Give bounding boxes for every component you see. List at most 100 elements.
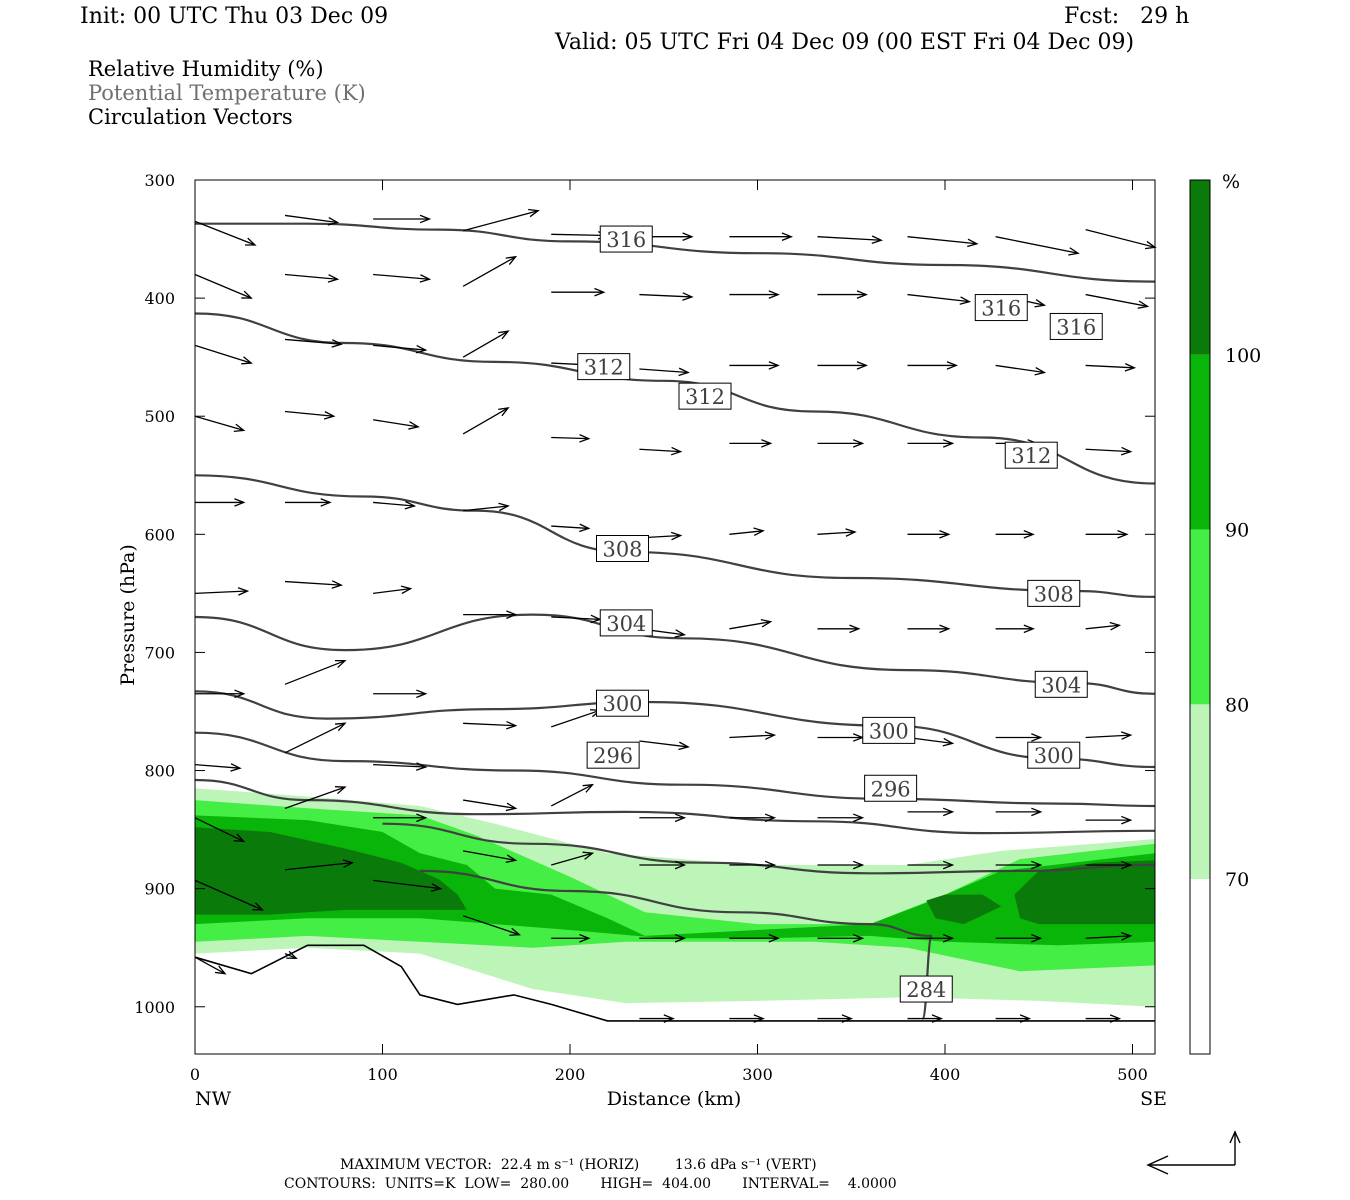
circulation-vector [373, 419, 420, 430]
vector-head [845, 528, 857, 537]
reference-vector-icon [1146, 1130, 1241, 1175]
y-axis-label: Pressure (hPa) [117, 544, 139, 686]
y-tick-label: 400 [144, 289, 175, 308]
y-tick-label: 900 [144, 880, 175, 899]
theta-contour-292 [194, 778, 1156, 835]
rh-region-3 [195, 827, 467, 915]
contour-label-300-2: 300 [1034, 744, 1074, 768]
circulation-vector [817, 528, 857, 537]
vector-head [764, 731, 777, 740]
contour-label-box-284-0 [899, 975, 953, 1003]
vector-shaft [284, 273, 338, 280]
vector-head [241, 356, 253, 365]
circulation-vector [284, 786, 347, 809]
circulation-vector [551, 709, 602, 728]
vector-shaft [729, 734, 775, 739]
vector-head [415, 762, 428, 771]
rh-region-5 [1014, 860, 1155, 925]
vector-head [942, 439, 955, 448]
vector-shaft [907, 293, 970, 303]
colorbar-segment [1190, 879, 1210, 1054]
vector-shaft [1085, 448, 1131, 453]
vector-head [674, 813, 687, 823]
vector-head [674, 629, 687, 638]
x-tick-label: 200 [555, 1065, 586, 1084]
contour-label-316-1: 316 [981, 297, 1021, 321]
vector-shaft [284, 786, 346, 809]
circulation-vector [907, 624, 951, 634]
contour-label-304-1: 304 [1041, 673, 1081, 697]
vector-shaft [639, 293, 692, 298]
vector-head [419, 214, 432, 224]
x-tick-label: 0 [190, 1065, 200, 1084]
vector-head [323, 411, 336, 420]
y-tick-label: 300 [144, 171, 175, 190]
vector-head [400, 585, 413, 595]
vector-head [760, 619, 773, 628]
circulation-vector [907, 293, 972, 305]
circulation-vector [907, 439, 955, 448]
circulation-vector [639, 933, 687, 943]
contour-label-312-1: 312 [685, 385, 725, 409]
circulation-vector [817, 361, 869, 370]
vector-shaft [463, 850, 516, 861]
circulation-vector [550, 783, 595, 807]
circulation-vector [284, 580, 343, 589]
vector-shaft [729, 621, 771, 630]
contour-label-box-316-2 [1049, 312, 1103, 340]
vector-shaft [194, 879, 263, 911]
circulation-vector [995, 860, 1043, 870]
vector-head [682, 292, 694, 301]
circulation-vector [194, 587, 250, 596]
circulation-vector [284, 660, 347, 685]
colorbar-frame [1189, 179, 1211, 1055]
y-tick-label: 700 [144, 643, 175, 662]
vector-head [505, 854, 518, 863]
vector-shaft [284, 953, 297, 959]
vector-head [849, 624, 861, 634]
contour-label-layer: 316 316 316 312 312 312 308 308 304 304 300 300 300 2… [577, 225, 1103, 1003]
circulation-vector [907, 530, 951, 539]
vector-head [852, 860, 865, 870]
colorbar-tick-label: 90 [1225, 520, 1249, 542]
vector-shaft [373, 419, 419, 428]
circulation-vector [284, 273, 340, 283]
vector-head [234, 689, 246, 699]
circulation-vector [373, 273, 432, 283]
colorbar-tick-label: 70 [1225, 869, 1249, 891]
circulation-vector [907, 236, 979, 248]
y-tick-label: 800 [144, 762, 175, 781]
circulation-vector [194, 879, 265, 911]
vector-shaft [639, 368, 689, 374]
vector-shaft [551, 709, 601, 728]
vector-head [334, 786, 347, 795]
vector-head [416, 813, 428, 823]
vector-head [1023, 624, 1035, 634]
vector-shaft [284, 580, 342, 586]
vector-head [768, 361, 780, 370]
circulation-vector [817, 813, 865, 823]
circulation-vector [373, 214, 432, 224]
contour-label-296-1: 296 [871, 777, 911, 801]
circulation-vector [995, 530, 1035, 539]
vector-head [856, 361, 869, 370]
circulation-vector [639, 446, 683, 456]
vector-head [579, 933, 591, 943]
vector-shaft [1085, 935, 1131, 939]
vector-shaft [284, 862, 353, 871]
vector-shaft [550, 784, 593, 807]
rh-region-4 [926, 894, 1002, 925]
circulation-vector [639, 367, 690, 377]
vector-head [674, 860, 687, 870]
vector-shaft [194, 415, 244, 432]
vector-head [498, 502, 510, 512]
circulation-vector [639, 292, 694, 301]
circulation-vector [729, 361, 780, 370]
circulation-vector [194, 956, 227, 975]
circulation-vector [729, 439, 773, 448]
circulation-vector [551, 287, 606, 297]
circulation-vector [194, 415, 246, 433]
circulation-vector [907, 860, 955, 870]
vector-head [939, 624, 951, 634]
vector-head [939, 530, 951, 539]
